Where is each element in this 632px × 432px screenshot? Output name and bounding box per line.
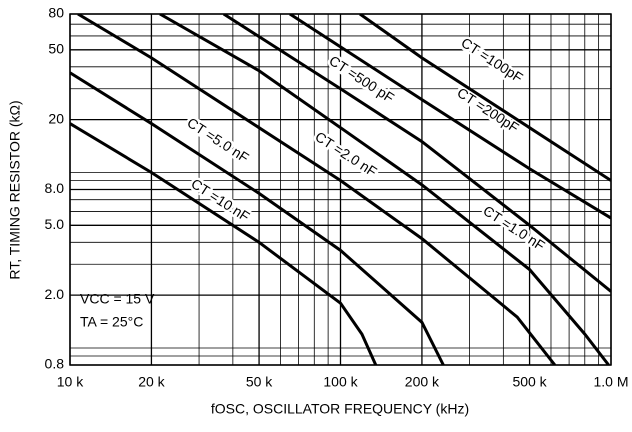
y-tick-label: 2.0 (45, 286, 65, 302)
y-tick-label: 20 (48, 110, 64, 126)
curve (159, 14, 610, 365)
curve (222, 14, 611, 293)
curve (289, 14, 611, 220)
x-tick-label: 10 k (57, 374, 84, 390)
y-axis-label: RT, TIMING RESISTOR (kΩ) (7, 100, 23, 279)
y-tick-label: 0.8 (45, 356, 65, 372)
series-label: CT =100pF (458, 34, 526, 86)
y-tick-label: 50 (48, 41, 64, 57)
y-tick-label: 80 (48, 5, 64, 21)
plot-frame (69, 13, 612, 366)
curve (70, 122, 378, 365)
series-label: CT =1.0 nF (480, 202, 548, 254)
curve (77, 14, 557, 365)
x-axis-label: fOSC, OSCILLATOR FREQUENCY (kHz) (211, 401, 469, 417)
y-tick-label: 5.0 (45, 216, 65, 232)
x-tick-label: 50 k (246, 374, 273, 390)
x-tick-label: 20 k (138, 374, 165, 390)
x-tick-label: 500 k (512, 374, 547, 390)
annotation: VCC = 15 V (80, 291, 155, 307)
x-tick-label: 200 k (405, 374, 440, 390)
x-tick-label: 1.0 M (593, 374, 628, 390)
series-label: CT =5.0 nF (184, 114, 252, 166)
curve (359, 14, 611, 182)
x-tick-label: 100 k (323, 374, 358, 390)
curve (70, 71, 445, 365)
annotation: TA = 25°C (80, 314, 143, 330)
y-tick-label: 8.0 (45, 180, 65, 196)
